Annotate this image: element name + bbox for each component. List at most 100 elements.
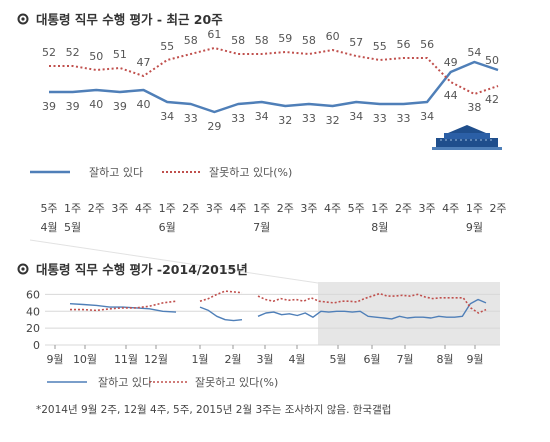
bullet-dot-icon (21, 17, 25, 21)
week-tick-label: 2주 (277, 202, 294, 215)
month-tick-label: 8월 (371, 221, 388, 234)
chart1-legend: 잘하고 있다 잘못하고 있다(%) (30, 165, 292, 179)
approve-value-label: 39 (113, 100, 127, 113)
week-tick-label: 3주 (111, 202, 128, 215)
x-month-label: 8월 (436, 353, 453, 366)
chart1-x-axis: 5주 1주 2주 3주 4주 1주 2주 3주 4주 1주 2주 3주 4주 5주 1주 2주 3주 4주 1주 2주… (40, 202, 506, 234)
chart2-header: 대통령 직무 수행 평가 -2014/2015년 (17, 262, 248, 277)
week-tick-label: 3주 (206, 202, 223, 215)
week-tick-label: 1주 (64, 202, 81, 215)
approve-value-label: 34 (160, 110, 174, 123)
legend-disapprove: 잘못하고 있다(%) (209, 165, 292, 179)
week-tick-label: 2주 (182, 202, 199, 215)
disapprove-value-label: 47 (137, 56, 151, 69)
bullet-icon (17, 263, 29, 275)
bullet-icon (17, 13, 29, 25)
approve-trend-segment (199, 306, 243, 322)
disapprove-value-label: 52 (42, 46, 56, 59)
approve-value-label: 32 (326, 114, 340, 127)
zoom-connector (29, 239, 319, 284)
disapprove-value-label: 56 (420, 38, 434, 51)
week-tick-label: 4주 (135, 202, 152, 215)
week-tick-label: 2주 (489, 202, 506, 215)
y-tick-label: 0 (33, 339, 40, 352)
approve-value-label: 33 (184, 112, 198, 125)
x-month-label: 2월 (224, 353, 241, 366)
approve-value-label: 34 (420, 110, 434, 123)
x-month-label: 9월 (466, 353, 483, 366)
month-tick-label: 6월 (159, 221, 176, 234)
disapprove-trend-segment (257, 292, 487, 314)
approve-value-label: 33 (373, 112, 387, 125)
approve-value-label: 40 (137, 98, 151, 111)
disapprove-trend-segment (70, 300, 177, 312)
disapprove-value-label: 58 (302, 34, 316, 47)
chart2-plot: 0 20 40 60 9월 10월 11월 12월 1월 2월 3월 4월 5월 6월 7월 8월 9월 (26, 282, 500, 366)
legend-approve: 잘하고 있다 (89, 165, 143, 179)
approve-value-label: 33 (302, 112, 316, 125)
legend2-approve: 잘하고 있다 (98, 375, 152, 389)
x-month-label: 6월 (363, 353, 380, 366)
disapprove-trend-segment (199, 290, 243, 302)
disapprove-value-label: 56 (397, 38, 411, 51)
week-tick-label: 4주 (230, 202, 247, 215)
week-tick-label: 2주 (395, 202, 412, 215)
x-month-label: 4월 (288, 353, 305, 366)
approve-value-label: 50 (485, 54, 499, 67)
disapprove-value-label: 60 (326, 30, 340, 43)
footnote: *2014년 9월 2주, 12월 4주, 5주, 2015년 2월 3주는 조… (36, 403, 391, 416)
disapprove-value-label: 61 (207, 28, 221, 41)
week-tick-label: 1주 (466, 202, 483, 215)
disapprove-value-label: 58 (184, 34, 198, 47)
disapprove-value-label: 38 (467, 101, 481, 114)
chart2-title: 대통령 직무 수행 평가 -2014/2015년 (36, 262, 248, 277)
approve-value-label: 54 (467, 46, 481, 59)
month-tick-label: 4월 (40, 221, 57, 234)
disapprove-value-label: 57 (349, 36, 363, 49)
chart1-plot: 39 39 40 39 40 34 33 29 33 34 32 33 32 34 33 33 34 49 54 50… (42, 28, 499, 133)
week-tick-label: 2주 (88, 202, 105, 215)
week-tick-label: 5주 (40, 202, 57, 215)
disapprove-value-label: 51 (113, 48, 127, 61)
week-tick-label: 1주 (253, 202, 270, 215)
disapprove-value-label: 44 (444, 89, 458, 102)
bullet-dot-icon (21, 267, 25, 271)
approve-value-label: 33 (231, 112, 245, 125)
blue-house-icon (432, 125, 502, 150)
week-tick-label: 5주 (348, 202, 365, 215)
chart1-header: 대통령 직무 수행 평가 - 최근 20주 (17, 12, 223, 27)
disapprove-value-label: 58 (231, 34, 245, 47)
x-month-label: 10월 (73, 353, 97, 366)
approve-value-label: 39 (66, 100, 80, 113)
week-tick-label: 3주 (300, 202, 317, 215)
approve-value-label: 33 (397, 112, 411, 125)
month-tick-label: 7월 (253, 221, 270, 234)
y-tick-label: 60 (26, 288, 40, 301)
approve-line (49, 60, 499, 114)
disapprove-value-label: 42 (485, 93, 499, 106)
x-month-label: 11월 (114, 353, 138, 366)
week-tick-label: 1주 (159, 202, 176, 215)
approve-value-label: 39 (42, 100, 56, 113)
legend2-disapprove: 잘못하고 있다(%) (195, 375, 278, 389)
approve-value-label: 34 (255, 110, 269, 123)
x-month-label: 3월 (256, 353, 273, 366)
x-month-label: 9월 (46, 353, 63, 366)
disapprove-value-label: 55 (373, 40, 387, 53)
week-tick-label: 4주 (442, 202, 459, 215)
y-tick-label: 20 (26, 322, 40, 335)
x-month-label: 5월 (329, 353, 346, 366)
approve-value-label: 29 (207, 120, 221, 133)
month-tick-label: 9월 (466, 221, 483, 234)
x-month-label: 1월 (191, 353, 208, 366)
chart1-title: 대통령 직무 수행 평가 - 최근 20주 (36, 12, 223, 27)
disapprove-value-label: 55 (160, 40, 174, 53)
approve-value-label: 34 (349, 110, 363, 123)
week-tick-label: 1주 (371, 202, 388, 215)
disapprove-value-label: 58 (255, 34, 269, 47)
approve-value-label: 32 (278, 114, 292, 127)
disapprove-value-label: 50 (89, 50, 103, 63)
chart2-legend: 잘하고 있다 잘못하고 있다(%) (47, 375, 278, 389)
week-tick-label: 4주 (324, 202, 341, 215)
